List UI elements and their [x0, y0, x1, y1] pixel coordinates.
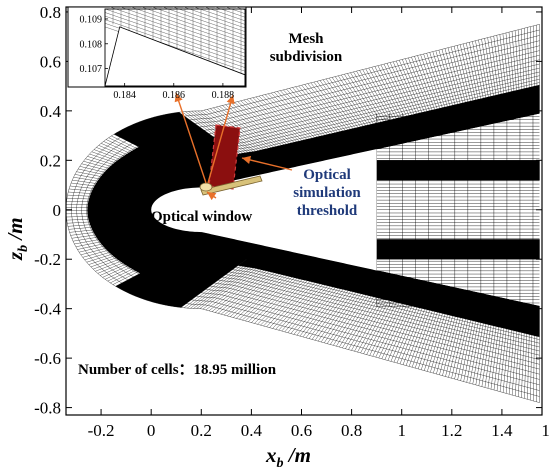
y-axis-unit: /m	[3, 217, 27, 244]
x-axis-unit: /m	[284, 443, 311, 467]
x-tick-label: -0.2	[88, 421, 115, 440]
x-tick-label: 1.4	[491, 421, 513, 440]
x-tick-label: 0	[147, 421, 156, 440]
y-axis-title: zb /m	[3, 217, 31, 261]
y-axis-sub: b	[16, 245, 31, 252]
x-axis-sub: b	[277, 456, 284, 470]
x-tick-label: 1.6	[541, 421, 550, 440]
y-tick-label: -0.6	[34, 349, 61, 368]
y-tick-label: 0.2	[40, 151, 61, 170]
x-axis-title: xb /m	[265, 443, 311, 470]
inset-x-tick-label: 0.186	[163, 90, 186, 101]
mesh-label-line2: subdivision	[270, 49, 343, 65]
inset-y-tick-label: 0.109	[80, 14, 103, 25]
optical-window-label: Optical window	[151, 209, 252, 225]
inset-x-tick-label: 0.184	[113, 90, 136, 101]
inset-x-tick-label: 0.188	[212, 90, 235, 101]
y-tick-label: 0.4	[40, 102, 62, 121]
x-tick-label: 1.2	[441, 421, 462, 440]
cell-count-label: Number of cells：18.95 million	[78, 362, 277, 378]
optical-window-lens	[200, 183, 212, 191]
y-tick-label: 0.6	[40, 52, 61, 71]
x-tick-label: 0.8	[341, 421, 362, 440]
threshold-label-line1: Optical	[303, 167, 351, 183]
x-tick-label: 0.6	[291, 421, 312, 440]
y-tick-label: 0.8	[40, 3, 61, 22]
mesh-label-line1: Mesh	[289, 31, 325, 47]
aft-mesh	[377, 113, 540, 306]
threshold-label-line2: simulation	[293, 185, 361, 201]
y-tick-label: -0.4	[34, 300, 61, 319]
y-tick-label: -0.8	[34, 399, 61, 418]
x-tick-label: 1	[397, 421, 406, 440]
y-tick-label: -0.2	[34, 250, 61, 269]
inset-y-tick-label: 0.107	[80, 64, 103, 75]
inset-y-tick-label: 0.108	[80, 39, 103, 50]
x-axis-var: x	[265, 443, 277, 467]
x-tick-label: 0.2	[191, 421, 212, 440]
x-tick-label: 0.4	[241, 421, 263, 440]
threshold-label-line3: threshold	[297, 203, 358, 219]
y-tick-label: 0	[53, 201, 62, 220]
inset-zoom: 0.184 0.186 0.188 0.107 0.108 0.109	[68, 0, 249, 101]
